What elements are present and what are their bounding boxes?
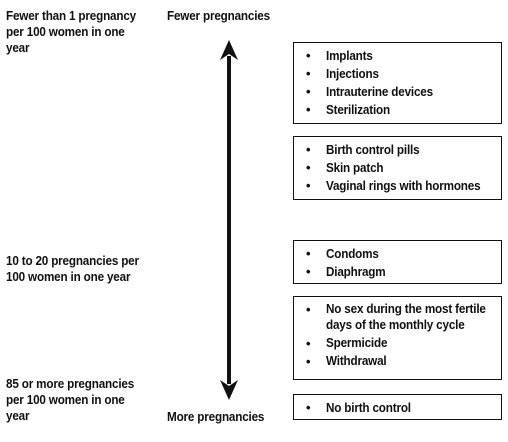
label-fewer-than-1-pregnancy: Fewer than 1 pregnancy per 100 women in … xyxy=(6,8,136,55)
double-headed-arrow-icon xyxy=(220,40,238,400)
list-item: • Implants xyxy=(306,48,373,63)
bullet-icon: • xyxy=(306,178,311,193)
method-group-box: • No sex during the most fertile days of … xyxy=(293,296,502,380)
list-item: • Intrauterine devices xyxy=(306,84,433,99)
list-item: • Diaphragm xyxy=(306,264,386,279)
bullet-icon: • xyxy=(306,400,311,415)
list-item: • Injections xyxy=(306,66,379,81)
list-item: • Sterilization xyxy=(306,102,390,117)
list-item: • Birth control pills xyxy=(306,142,420,157)
method-group-box: • Implants • Injections • Intrauterine devi… xyxy=(293,42,502,124)
bullet-icon: • xyxy=(306,302,311,317)
bullet-icon: • xyxy=(306,160,311,175)
list-item: • No birth control xyxy=(306,400,411,415)
bullet-icon: • xyxy=(306,264,311,279)
list-item: • No sex during the most fertile days of … xyxy=(306,301,486,332)
bullet-icon: • xyxy=(306,102,311,117)
method-group-box: • Condoms • Diaphragm xyxy=(293,240,502,284)
arrow-bottom-label: More pregnancies xyxy=(167,409,265,424)
bullet-icon: • xyxy=(306,48,311,63)
method-group-box: • Birth control pills • Skin patch • Vagina… xyxy=(293,136,502,200)
label-85-or-more-pregnancies: 85 or more pregnancies per 100 women in … xyxy=(6,376,135,423)
bullet-icon: • xyxy=(306,66,311,81)
list-item: • Condoms xyxy=(306,246,379,261)
arrow-top-label: Fewer pregnancies xyxy=(167,8,270,23)
bullet-icon: • xyxy=(306,246,311,261)
list-item: • Withdrawal xyxy=(306,353,387,369)
bullet-icon: • xyxy=(306,142,311,157)
bullet-icon: • xyxy=(306,354,311,369)
method-group-box: • No birth control xyxy=(293,394,502,420)
list-item: • Skin patch xyxy=(306,160,384,175)
label-10-to-20-pregnancies: 10 to 20 pregnancies per 100 women in on… xyxy=(6,253,139,284)
bullet-icon: • xyxy=(306,336,311,351)
bullet-icon: • xyxy=(306,84,311,99)
list-item: • Vaginal rings with hormones xyxy=(306,178,481,193)
list-item: • Spermicide xyxy=(306,335,388,351)
